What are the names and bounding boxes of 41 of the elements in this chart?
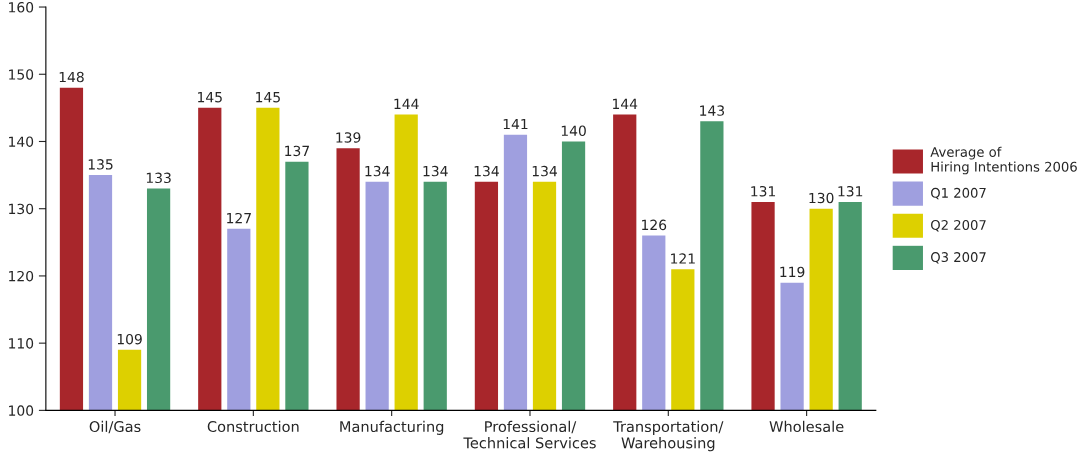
y-tick-label: 130 xyxy=(9,203,34,215)
data-label: 145 xyxy=(198,92,222,103)
data-label: 109 xyxy=(117,333,142,345)
data-label: 133 xyxy=(146,172,171,184)
legend-label: Q2 2007 xyxy=(931,219,986,232)
legend-label: Q1 2007 xyxy=(931,187,986,200)
data-label: 134 xyxy=(474,165,499,177)
data-label: 137 xyxy=(285,145,309,157)
data-label: 134 xyxy=(532,165,557,177)
data-label: 121 xyxy=(671,253,695,264)
y-tick-label: 140 xyxy=(9,136,34,147)
x-tick-label: Manufacturing xyxy=(340,420,444,435)
legend-label: Q3 2007 xyxy=(931,252,986,264)
data-label: 141 xyxy=(503,118,528,130)
data-label: 143 xyxy=(700,105,725,116)
data-label: 145 xyxy=(256,92,280,103)
legend-label: Average of Hiring Intentions 2006 xyxy=(930,146,1077,175)
x-tick-label: Professional/ Technical Services xyxy=(463,420,596,449)
y-tick-label: 100 xyxy=(9,405,34,416)
data-label: 144 xyxy=(394,98,419,109)
data-label: 130 xyxy=(809,192,834,204)
y-tick-label: 120 xyxy=(9,270,34,282)
data-label: 144 xyxy=(613,98,638,109)
y-tick-label: 110 xyxy=(9,338,34,349)
data-label: 134 xyxy=(423,165,448,177)
data-label: 127 xyxy=(227,212,251,224)
data-label: 148 xyxy=(59,71,84,83)
y-tick-label: 150 xyxy=(9,69,34,80)
data-label: 140 xyxy=(561,125,586,137)
x-tick-label: Construction xyxy=(207,420,299,433)
data-label: 119 xyxy=(780,266,805,278)
data-label: 139 xyxy=(336,132,361,143)
data-label: 134 xyxy=(365,165,390,177)
data-label: 135 xyxy=(88,159,113,170)
x-tick-label: Oil/Gas xyxy=(89,420,141,434)
x-tick-label: Wholesale xyxy=(769,420,844,433)
y-tick-label: 160 xyxy=(9,2,34,13)
data-label: 126 xyxy=(642,219,667,231)
data-label: 131 xyxy=(751,186,776,197)
data-label: 131 xyxy=(838,186,863,197)
x-tick-label: Transportation/ Warehousing xyxy=(613,420,724,452)
